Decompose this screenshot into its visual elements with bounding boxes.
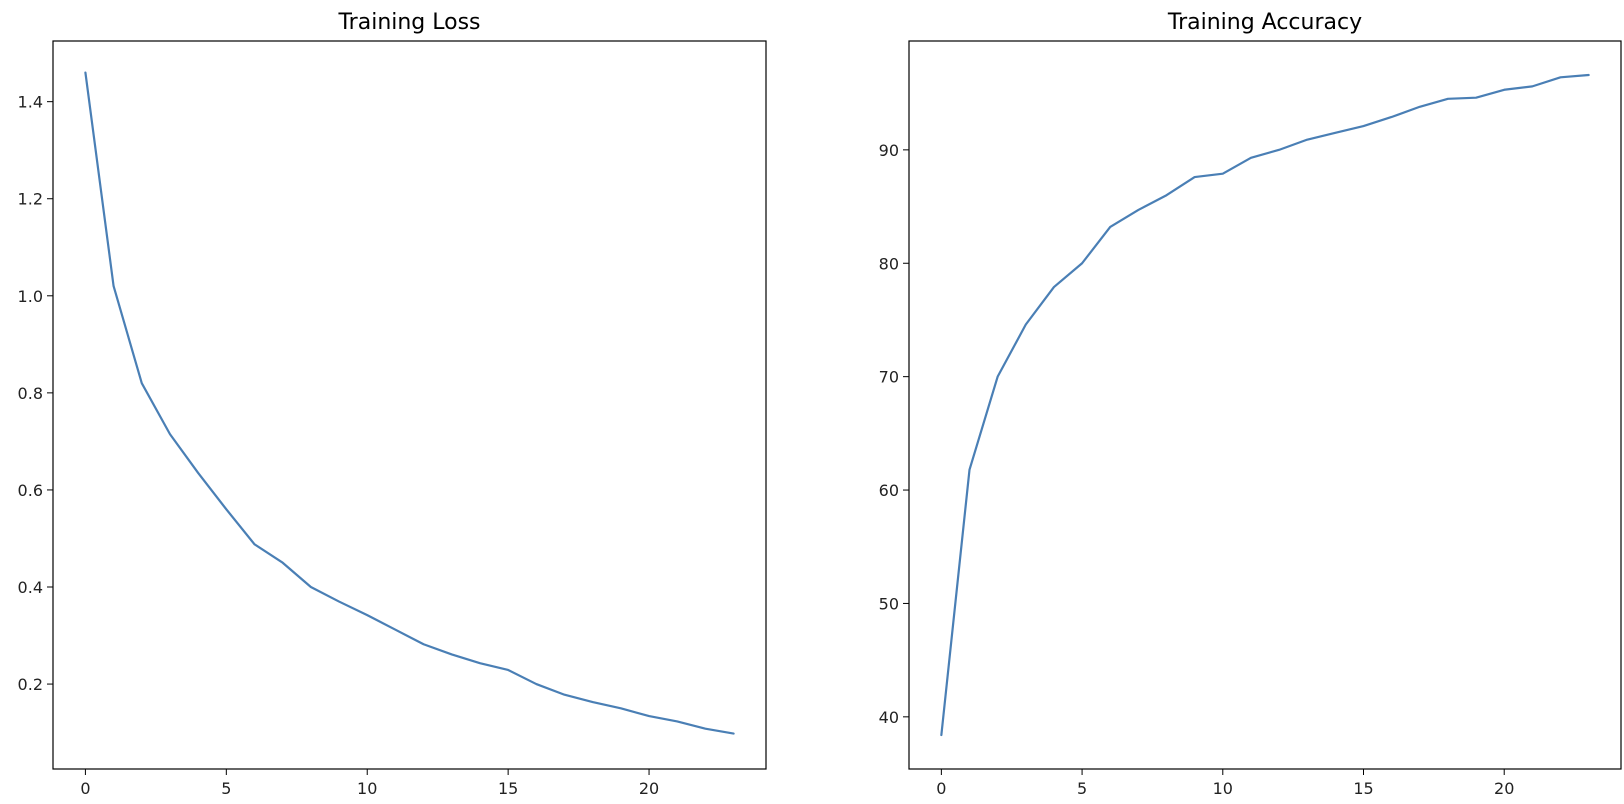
loss-y-tick-label: 1.4 (18, 93, 43, 112)
accuracy-x-tick-label: 15 (1353, 779, 1373, 798)
loss-series-line (84, 71, 735, 735)
accuracy-y-tick-label: 50 (879, 594, 899, 613)
loss-axes-frame (52, 40, 767, 770)
accuracy-axes-frame (908, 40, 1622, 770)
loss-x-tick-label: 5 (221, 779, 231, 798)
accuracy-x-tick-label: 0 (936, 779, 946, 798)
accuracy-series-line (940, 73, 1590, 737)
loss-y-tick-label: 0.8 (18, 384, 43, 403)
loss-x-tick-label: 0 (80, 779, 90, 798)
accuracy-y-tick-label: 60 (879, 481, 899, 500)
accuracy-x-tick-label: 5 (1077, 779, 1087, 798)
loss-x-tick-label: 10 (357, 779, 377, 798)
accuracy-y-tick-label: 90 (879, 141, 899, 160)
accuracy-y-tick-label: 80 (879, 254, 899, 273)
accuracy-chart-panel: Training Accuracy 0 5 10 15 20 40 50 60 70 80 90 (879, 10, 1622, 798)
accuracy-y-tick-label: 70 (879, 368, 899, 387)
loss-x-tick-label: 20 (639, 779, 659, 798)
loss-chart-panel: Training Loss 0 5 10 15 20 0.2 0.4 0.6 0.8 1.0 1.2 1… (18, 10, 767, 798)
loss-chart-title: Training Loss (337, 10, 480, 35)
accuracy-y-tick-label: 40 (879, 708, 899, 727)
accuracy-x-tick-label: 10 (1213, 779, 1233, 798)
loss-y-tick-label: 0.2 (18, 675, 43, 694)
loss-y-tick-label: 1.0 (18, 287, 43, 306)
loss-x-tick-label: 15 (498, 779, 518, 798)
loss-y-tick-label: 0.4 (18, 578, 43, 597)
accuracy-x-tick-label: 20 (1494, 779, 1514, 798)
loss-y-tick-label: 1.2 (18, 190, 43, 209)
loss-y-tick-label: 0.6 (18, 481, 43, 500)
accuracy-chart-title: Training Accuracy (1167, 10, 1362, 35)
